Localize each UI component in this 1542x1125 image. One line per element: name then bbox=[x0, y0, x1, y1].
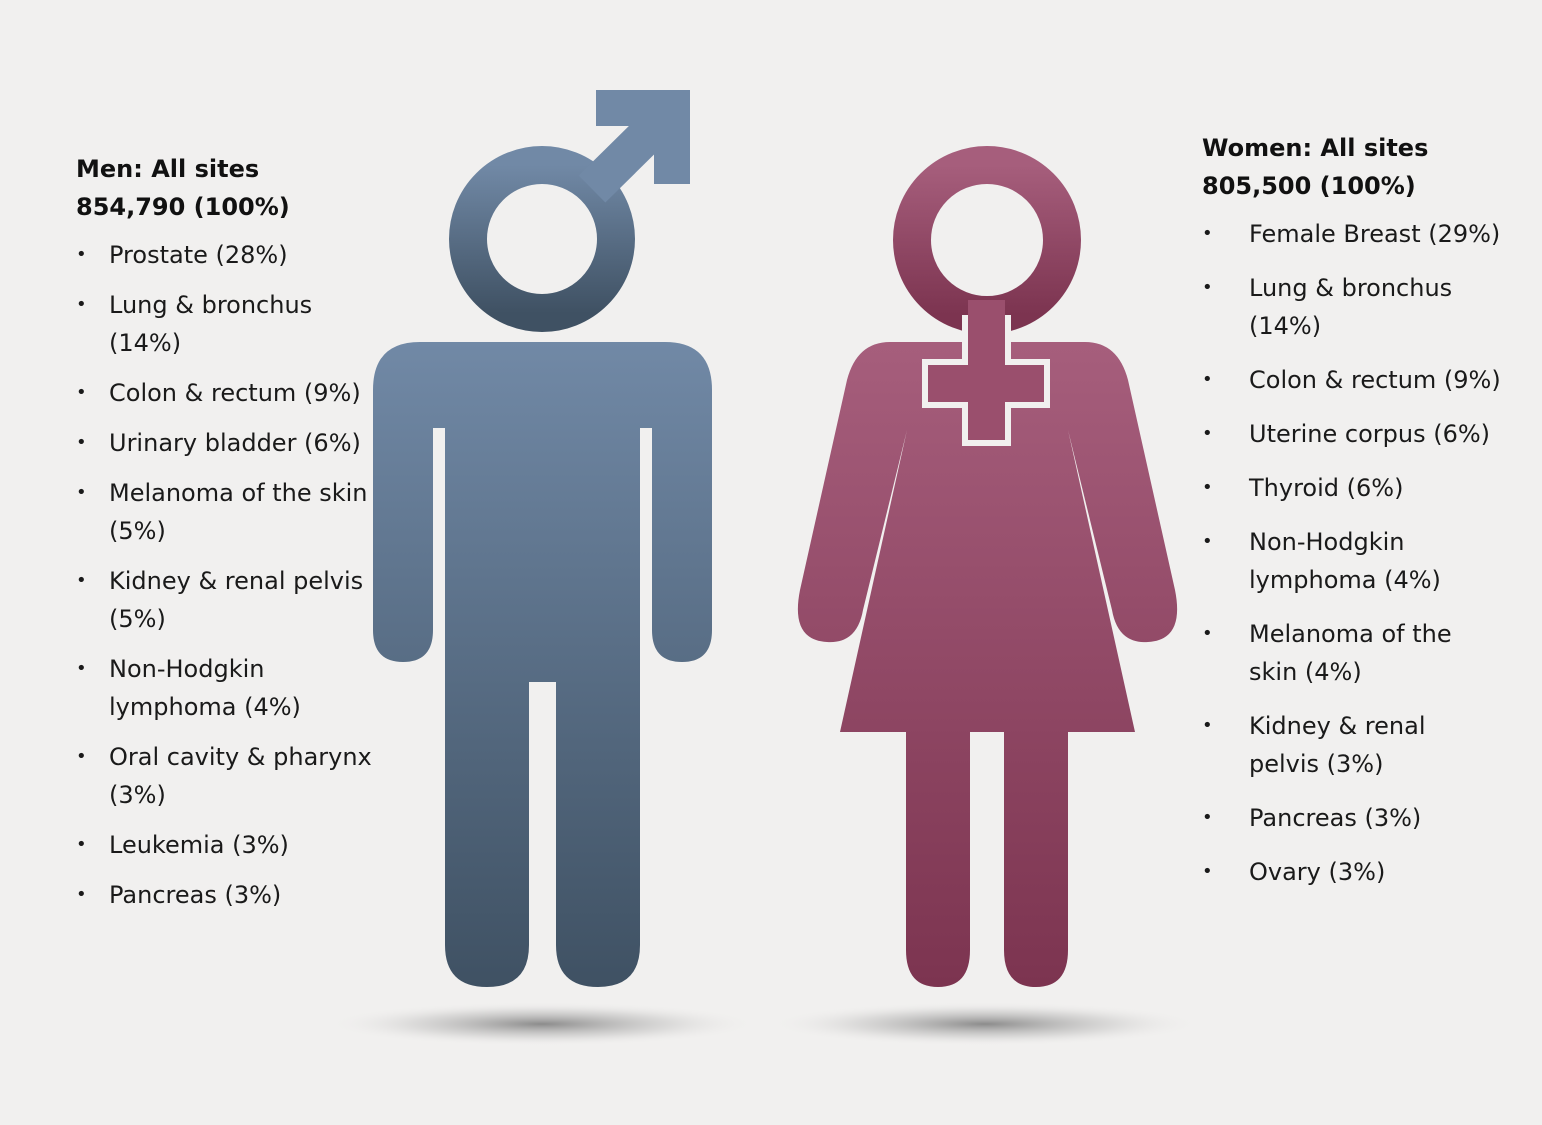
list-item: • Urinary bladder (6%) bbox=[76, 424, 376, 462]
male-shadow bbox=[327, 1002, 757, 1046]
list-item-label: Melanoma of the skin (4%) bbox=[1249, 620, 1452, 686]
list-item-label: Non-Hodgkin lymphoma (4%) bbox=[1249, 528, 1441, 594]
female-symbol-ring bbox=[893, 146, 1081, 334]
bullet-icon: • bbox=[1202, 277, 1213, 298]
list-item-label: Colon & rectum (9%) bbox=[109, 379, 361, 407]
bullet-icon: • bbox=[1202, 477, 1213, 498]
list-item: • Non-Hodgkin lymphoma (4%) bbox=[76, 650, 376, 726]
bullet-icon: • bbox=[1202, 369, 1213, 390]
bullet-icon: • bbox=[1202, 531, 1213, 552]
bullet-icon: • bbox=[76, 244, 87, 265]
female-symbol-cross bbox=[922, 315, 1050, 446]
list-item-label: Lung & bronchus (14%) bbox=[109, 291, 313, 357]
bullet-icon: • bbox=[76, 884, 87, 905]
list-item-label: Non-Hodgkin lymphoma (4%) bbox=[109, 655, 301, 721]
women-cancer-panel: Women: All sites 805,500 (100%) • Female … bbox=[1202, 129, 1502, 907]
list-item: • Pancreas (3%) bbox=[76, 876, 376, 914]
male-person-icon bbox=[373, 90, 712, 987]
bullet-icon: • bbox=[76, 382, 87, 403]
female-body bbox=[797, 342, 1178, 987]
list-item: • Colon & rectum (9%) bbox=[76, 374, 376, 412]
list-item: • Ovary (3%) bbox=[1202, 853, 1502, 891]
women-panel-title: Women: All sites 805,500 (100%) bbox=[1202, 134, 1429, 200]
list-item: • Prostate (28%) bbox=[76, 236, 376, 274]
men-panel-title: Men: All sites 854,790 (100%) bbox=[76, 155, 290, 221]
list-item: • Lung & bronchus (14%) bbox=[76, 286, 376, 362]
list-item: • Colon & rectum (9%) bbox=[1202, 361, 1502, 399]
male-symbol-ring bbox=[449, 146, 635, 332]
list-item: • Melanoma of the skin (5%) bbox=[76, 474, 376, 550]
list-item-label: Uterine corpus (6%) bbox=[1249, 420, 1491, 448]
female-person-icon bbox=[797, 146, 1178, 987]
bullet-icon: • bbox=[1202, 623, 1213, 644]
list-item-label: Urinary bladder (6%) bbox=[109, 429, 361, 457]
list-item-label: Lung & bronchus (14%) bbox=[1249, 274, 1453, 340]
men-cancer-panel: Men: All sites 854,790 (100%) • Prostate … bbox=[76, 150, 376, 926]
list-item-label: Pancreas (3%) bbox=[109, 881, 282, 909]
bullet-icon: • bbox=[1202, 715, 1213, 736]
list-item: • Uterine corpus (6%) bbox=[1202, 415, 1502, 453]
female-symbol-neck bbox=[968, 300, 1005, 340]
bullet-icon: • bbox=[76, 482, 87, 503]
list-item-label: Female Breast (29%) bbox=[1249, 220, 1501, 248]
bullet-icon: • bbox=[76, 432, 87, 453]
list-item-label: Pancreas (3%) bbox=[1249, 804, 1422, 832]
bullet-icon: • bbox=[76, 294, 87, 315]
list-item-label: Oral cavity & pharynx (3%) bbox=[109, 743, 372, 809]
list-item-label: Ovary (3%) bbox=[1249, 858, 1386, 886]
bullet-icon: • bbox=[1202, 807, 1213, 828]
list-item-label: Melanoma of the skin (5%) bbox=[109, 479, 368, 545]
list-item: • Female Breast (29%) bbox=[1202, 215, 1502, 253]
men-cancer-list: • Prostate (28%) • Lung & bronchus (14%) •… bbox=[76, 236, 376, 914]
bullet-icon: • bbox=[1202, 423, 1213, 444]
female-shadow bbox=[770, 1002, 1200, 1046]
list-item: • Lung & bronchus (14%) bbox=[1202, 269, 1502, 345]
list-item-label: Kidney & renal pelvis (3%) bbox=[1249, 712, 1426, 778]
male-symbol-shaft bbox=[578, 108, 674, 203]
women-cancer-list: • Female Breast (29%) • Lung & bronchus (1… bbox=[1202, 215, 1502, 891]
list-item-label: Prostate (28%) bbox=[109, 241, 288, 269]
list-item-label: Leukemia (3%) bbox=[109, 831, 289, 859]
list-item-label: Colon & rectum (9%) bbox=[1249, 366, 1501, 394]
bullet-icon: • bbox=[76, 746, 87, 767]
bullet-icon: • bbox=[76, 570, 87, 591]
bullet-icon: • bbox=[1202, 223, 1213, 244]
list-item-label: Kidney & renal pelvis (5%) bbox=[109, 567, 364, 633]
list-item: • Non-Hodgkin lymphoma (4%) bbox=[1202, 523, 1502, 599]
male-body bbox=[373, 342, 712, 987]
list-item: • Thyroid (6%) bbox=[1202, 469, 1502, 507]
list-item: • Kidney & renal pelvis (3%) bbox=[1202, 707, 1502, 783]
list-item: • Oral cavity & pharynx (3%) bbox=[76, 738, 376, 814]
list-item: • Leukemia (3%) bbox=[76, 826, 376, 864]
list-item-label: Thyroid (6%) bbox=[1249, 474, 1404, 502]
bullet-icon: • bbox=[76, 834, 87, 855]
list-item: • Pancreas (3%) bbox=[1202, 799, 1502, 837]
list-item: • Kidney & renal pelvis (5%) bbox=[76, 562, 376, 638]
bullet-icon: • bbox=[1202, 861, 1213, 882]
bullet-icon: • bbox=[76, 658, 87, 679]
male-symbol-arrowhead bbox=[596, 90, 690, 184]
list-item: • Melanoma of the skin (4%) bbox=[1202, 615, 1502, 691]
